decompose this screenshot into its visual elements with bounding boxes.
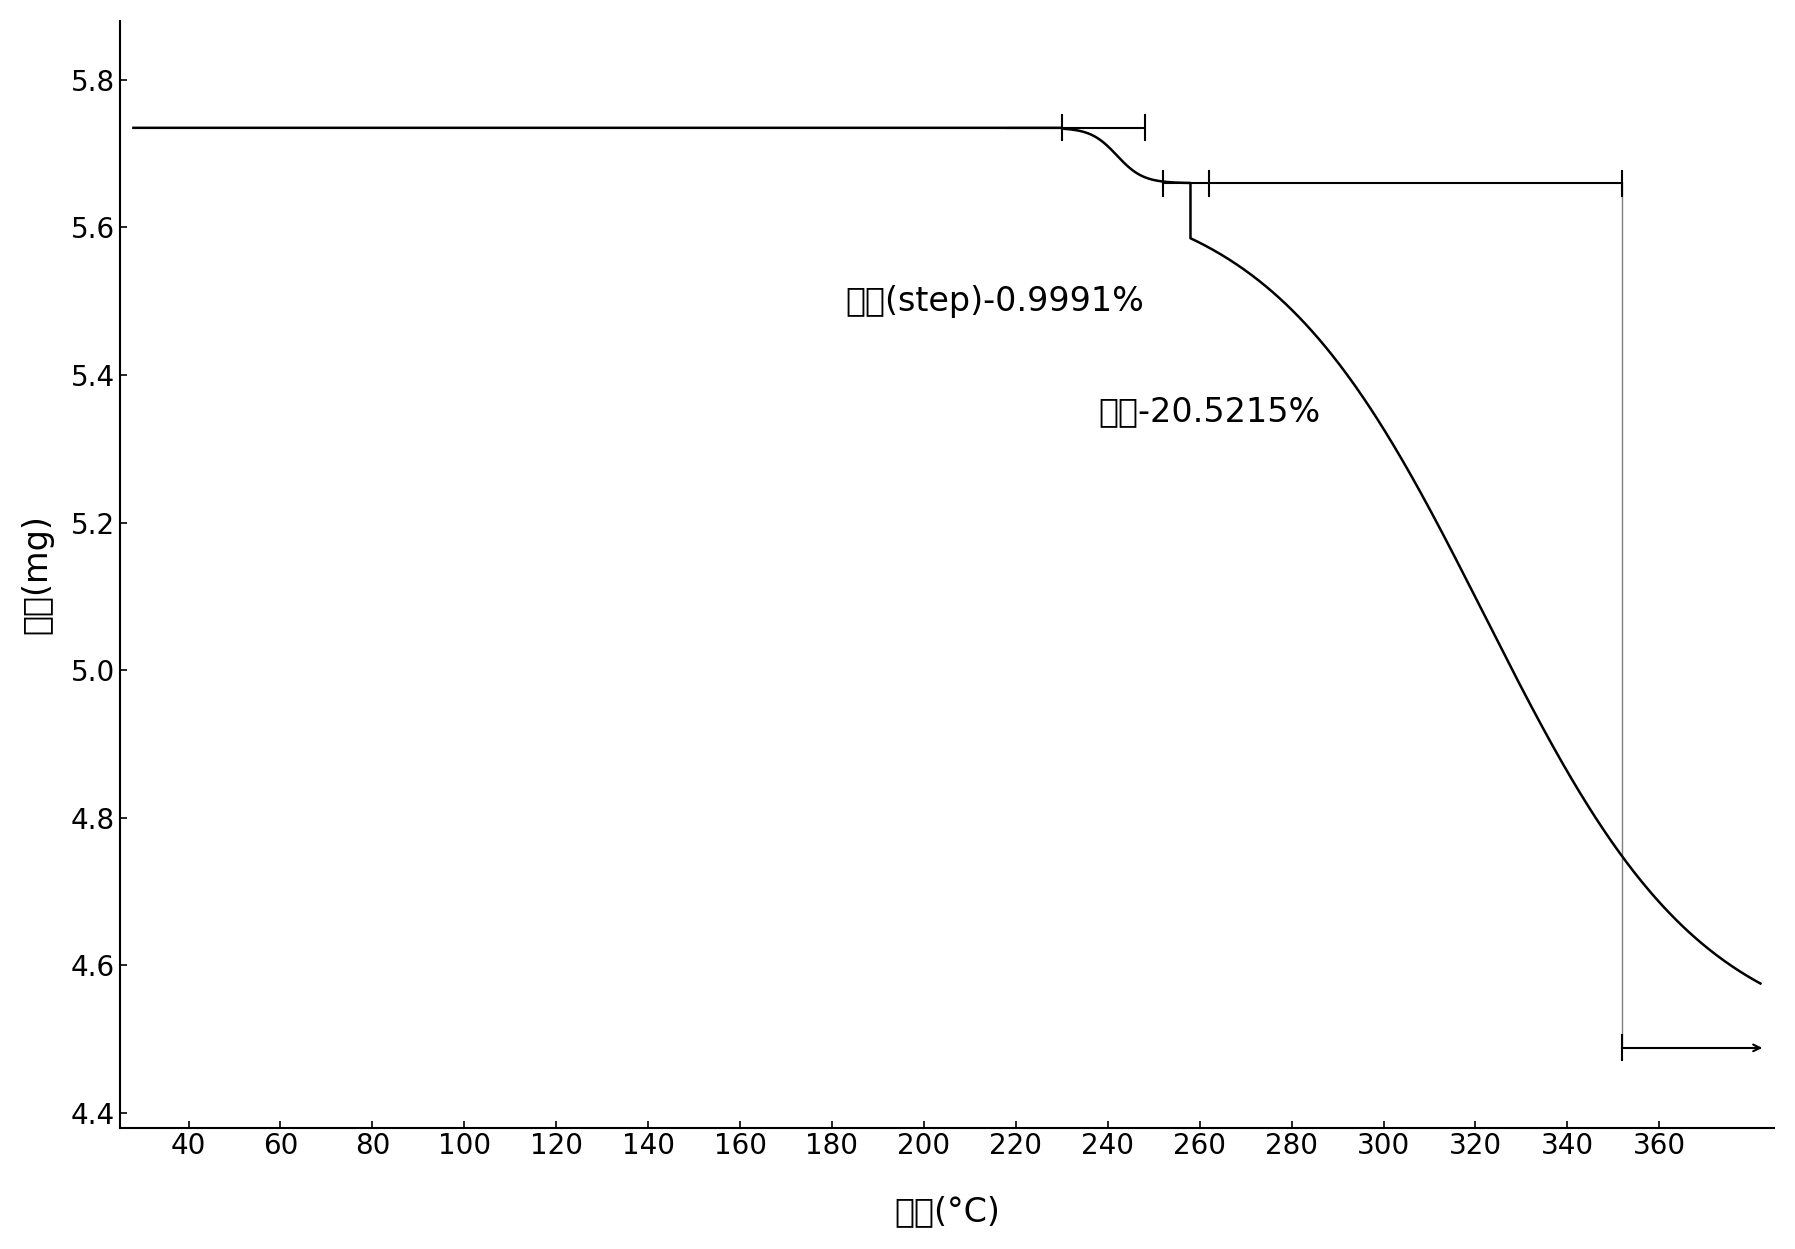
X-axis label: 温度(°C): 温度(°C): [894, 1195, 1000, 1228]
Text: 步长-20.5215%: 步长-20.5215%: [1099, 396, 1321, 428]
Y-axis label: 重量(mg): 重量(mg): [22, 515, 54, 634]
Text: 步长(step)-0.9991%: 步长(step)-0.9991%: [845, 285, 1145, 317]
